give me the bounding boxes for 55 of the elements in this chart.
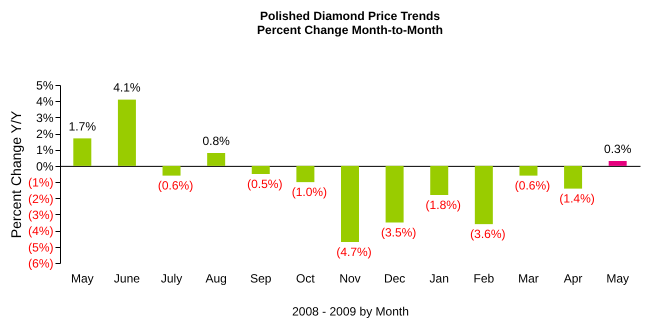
y-tick-label: 0% — [36, 159, 54, 174]
x-tick-label: Nov — [339, 272, 361, 286]
x-tick-label: Dec — [384, 272, 406, 286]
y-tick-label: 1% — [36, 143, 54, 158]
data-label: (0.6%) — [158, 178, 194, 193]
x-tick-label: Aug — [205, 272, 227, 286]
y-tick-label: (3%) — [28, 208, 54, 222]
bar — [519, 166, 538, 176]
data-label: (3.6%) — [470, 227, 506, 242]
data-label: 0.3% — [604, 142, 632, 156]
x-axis-title: 2008 - 2009 by Month — [292, 304, 409, 318]
x-tick-label: Feb — [474, 272, 495, 286]
x-tick-label: June — [114, 272, 140, 286]
bar — [341, 166, 359, 242]
chart-subtitle: Percent Change Month-to-Month — [257, 23, 443, 37]
x-tick-label: Sep — [250, 272, 272, 286]
bar — [73, 138, 92, 166]
data-label: (1.0%) — [292, 185, 328, 200]
y-tick-label: (6%) — [28, 256, 54, 270]
x-tick-label: May — [70, 272, 94, 286]
data-label: 1.7% — [68, 119, 96, 134]
x-tick-label: Oct — [296, 272, 316, 286]
y-tick-label: 4% — [36, 94, 54, 109]
bar — [608, 161, 627, 166]
data-label: 0.8% — [202, 134, 230, 148]
bar — [474, 166, 493, 224]
y-tick-label: 3% — [36, 110, 54, 125]
data-label: (1.4%) — [559, 192, 595, 206]
bar — [252, 166, 270, 174]
bar — [564, 166, 582, 189]
y-tick-label: 5% — [36, 78, 54, 92]
y-tick-label: (4%) — [28, 224, 54, 238]
x-tick-label: Jan — [430, 272, 449, 286]
y-axis-title: Percent Change Y/Y — [8, 110, 24, 238]
data-label: (4.7%) — [336, 244, 372, 259]
data-label: (0.6%) — [514, 178, 550, 193]
x-tick-label: Apr — [564, 272, 582, 286]
x-tick-label: May — [606, 272, 630, 286]
y-tick-label: 2% — [36, 127, 54, 142]
data-label: 4.1% — [113, 80, 141, 95]
bar — [386, 166, 404, 223]
x-tick-label: July — [160, 272, 182, 286]
bar — [207, 152, 226, 166]
bar — [118, 100, 136, 166]
y-tick-label: (1%) — [28, 176, 54, 190]
data-label: (1.8%) — [426, 198, 461, 212]
bar — [162, 166, 181, 176]
y-tick-label: (5%) — [28, 240, 54, 254]
bar — [430, 166, 448, 196]
data-label: (3.5%) — [380, 226, 416, 240]
x-tick-label: Mar — [518, 272, 539, 286]
data-label: (0.5%) — [247, 177, 282, 191]
bar — [296, 166, 314, 182]
y-tick-label: (2%) — [28, 192, 54, 206]
chart-title: Polished Diamond Price Trends — [260, 9, 440, 23]
